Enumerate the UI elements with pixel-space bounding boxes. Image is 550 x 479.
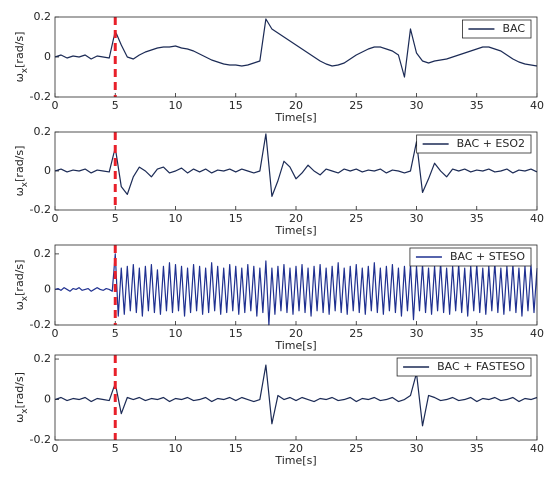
x-tick-label: 20 [289,327,303,340]
data-line [54,253,538,326]
data-line [54,18,538,78]
y-tick-label: 0 [44,282,51,295]
x-tick-label: 20 [289,442,303,455]
y-axis-label: ωx[rad/s] [13,260,30,311]
y-tick-label: -0.2 [30,203,51,216]
x-tick-label: 0 [52,99,59,112]
legend: BAC + FASTESO [396,357,532,377]
x-tick-label: 20 [289,212,303,225]
data-line [54,364,538,427]
data-line [54,133,538,197]
y-label-symbol: ω [13,187,26,196]
x-tick-label: 15 [229,99,243,112]
axes-frame [54,244,538,326]
y-tick-label: 0.2 [34,10,52,23]
x-tick-label: 5 [112,442,119,455]
y-tick-label: 0.2 [34,125,52,138]
legend: BAC + ESO2 [416,134,532,154]
y-label-sub: x [20,181,30,187]
legend: BAC [462,19,532,39]
x-tick-label: 40 [530,212,544,225]
y-tick-label: 0 [44,393,51,406]
x-tick-label: 15 [229,212,243,225]
x-tick-label: 40 [530,327,544,340]
legend-box [462,19,532,39]
y-label-unit: [rad/s] [13,32,26,68]
legend-box [416,134,532,154]
x-tick-label: 0 [52,442,59,455]
x-tick-label: 25 [349,327,363,340]
y-label-symbol: ω [13,301,26,310]
legend: BAC + STESO [409,247,532,267]
y-tick-label: -0.2 [30,90,51,103]
x-tick-label: 5 [112,327,119,340]
legend-label: BAC + STESO [450,250,525,263]
y-label-sub: x [20,408,30,414]
y-label-symbol: ω [13,73,26,82]
y-tick-label: 0.2 [34,352,52,365]
y-tick-label: 0.2 [34,247,52,260]
x-tick-label: 0 [52,327,59,340]
x-tick-label: 30 [410,327,424,340]
y-tick-label: 0 [44,50,51,63]
x-tick-label: 0 [52,212,59,225]
x-tick-label: 40 [530,442,544,455]
x-axis-label: Time[s] [274,224,316,237]
x-tick-label: 25 [349,442,363,455]
x-tick-label: 5 [112,212,119,225]
x-axis-label: Time[s] [274,454,316,467]
x-tick-label: 35 [470,212,484,225]
y-axis-label: ωx[rad/s] [13,32,30,83]
x-tick-label: 10 [169,442,183,455]
x-axis-label: Time[s] [274,111,316,124]
x-tick-label: 20 [289,99,303,112]
x-tick-label: 15 [229,442,243,455]
x-tick-label: 35 [470,442,484,455]
legend-label: BAC + ESO2 [457,137,525,150]
y-label-unit: [rad/s] [13,146,26,182]
x-tick-label: 10 [169,99,183,112]
x-tick-label: 30 [410,212,424,225]
axes-frame [54,16,538,98]
x-tick-label: 35 [470,99,484,112]
y-label-unit: [rad/s] [13,260,26,296]
x-tick-label: 35 [470,327,484,340]
y-tick-label: -0.2 [30,318,51,331]
legend-box [396,357,532,377]
y-tick-label: 0 [44,164,51,177]
x-tick-label: 40 [530,99,544,112]
x-tick-label: 25 [349,212,363,225]
x-tick-label: 25 [349,99,363,112]
x-tick-label: 10 [169,327,183,340]
y-label-sub: x [20,295,30,301]
y-label-unit: [rad/s] [13,372,26,408]
x-tick-label: 30 [410,99,424,112]
legend-label: BAC + FASTESO [437,360,525,373]
legend-box [409,247,532,267]
y-axis-label: ωx[rad/s] [13,372,30,423]
x-tick-label: 30 [410,442,424,455]
axes-frame [54,131,538,211]
axes-frame [54,354,538,441]
legend-label: BAC [502,22,525,35]
y-label-symbol: ω [13,414,26,423]
y-axis-label: ωx[rad/s] [13,146,30,197]
x-axis-label: Time[s] [274,339,316,352]
x-tick-label: 15 [229,327,243,340]
x-tick-label: 5 [112,99,119,112]
y-tick-label: -0.2 [30,433,51,446]
y-label-sub: x [20,67,30,73]
x-tick-label: 10 [169,212,183,225]
